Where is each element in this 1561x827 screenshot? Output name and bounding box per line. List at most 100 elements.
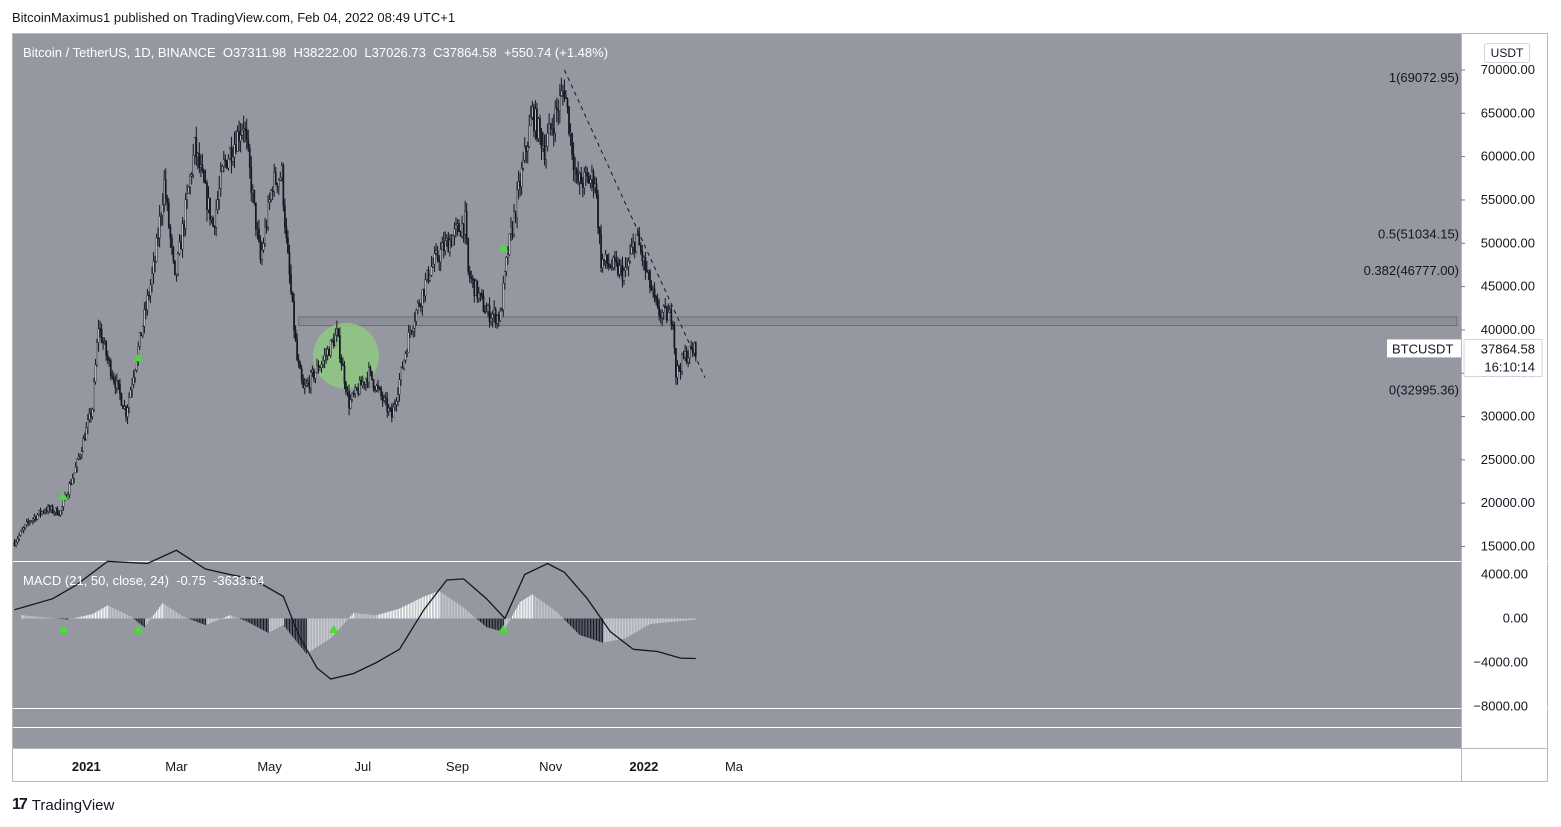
candle-body <box>48 506 51 511</box>
candle-body <box>577 173 580 183</box>
candle-body <box>210 217 213 220</box>
candle-body <box>169 226 172 238</box>
symbol-title[interactable]: Bitcoin / TetherUS, 1D, BINANCE <box>23 45 216 60</box>
candle-body <box>311 369 314 373</box>
candle-body <box>583 171 586 188</box>
candle-body <box>161 204 164 216</box>
candle-body <box>687 357 690 363</box>
candle-body <box>439 249 442 263</box>
candle-body <box>392 406 395 418</box>
candle-body <box>467 238 470 272</box>
change-value: +550.74 (+1.48%) <box>503 45 609 60</box>
candle-body <box>255 202 257 230</box>
currency-button[interactable]: USDT <box>1484 43 1530 63</box>
candle-body <box>196 153 199 158</box>
time-tick-label: Sep <box>446 759 469 774</box>
candle-body <box>277 179 280 187</box>
highlight-circle <box>312 322 379 389</box>
candle-body <box>442 242 445 252</box>
candle-body <box>390 408 393 418</box>
candle-body <box>435 250 437 254</box>
fib-level-label: 0.382(46777.00) <box>1364 263 1459 278</box>
candle-body <box>522 160 525 169</box>
candle-body <box>694 342 697 357</box>
candle-body <box>452 235 454 246</box>
candle-body <box>684 350 686 358</box>
candle-body <box>549 123 552 129</box>
candle-body <box>566 98 569 107</box>
candle-body <box>609 265 612 269</box>
tradingview-logo[interactable]: 17 TradingView <box>12 796 114 814</box>
candle-body <box>322 359 324 365</box>
candle-body <box>656 300 659 307</box>
candle-body <box>160 215 163 217</box>
candle-body <box>400 366 402 381</box>
candle-body <box>649 270 651 288</box>
candles <box>13 77 697 548</box>
candle-body <box>528 125 531 147</box>
candle-body <box>641 251 644 262</box>
candle-body <box>394 404 396 408</box>
candle-body <box>409 330 411 333</box>
candle-body <box>513 211 515 235</box>
candle-body <box>88 412 91 420</box>
buy-marker <box>133 353 144 362</box>
candle-body <box>539 118 541 132</box>
candle-body <box>468 271 471 278</box>
candle-body <box>357 389 360 395</box>
candle-body <box>297 359 300 364</box>
candle-body <box>300 368 303 380</box>
candle-body <box>271 190 274 193</box>
candle-body <box>27 521 30 523</box>
candle-body <box>381 395 384 401</box>
candle-body <box>206 182 208 210</box>
candle-body <box>258 228 260 241</box>
candle-body <box>429 274 431 281</box>
candle-body <box>647 270 650 273</box>
candle-body <box>73 472 75 479</box>
candle-body <box>241 129 243 136</box>
candle-body <box>61 506 63 512</box>
candle-body <box>308 381 311 389</box>
candle-body <box>280 165 283 178</box>
candle-body <box>167 202 170 228</box>
candle-body <box>70 483 72 485</box>
candle-body <box>568 106 570 135</box>
candle-body <box>248 147 251 168</box>
candle-body <box>691 348 694 354</box>
fib-level-label: 0(32995.36) <box>1389 383 1459 398</box>
candle-body <box>274 171 277 184</box>
candle-body <box>335 328 338 336</box>
candle-body <box>398 379 401 395</box>
candle-body <box>290 274 292 293</box>
candle-body <box>378 387 381 389</box>
candle-body <box>546 132 549 147</box>
candle-body <box>97 328 100 343</box>
candle-body <box>284 205 286 228</box>
candle-body <box>187 186 190 194</box>
candle-body <box>57 514 60 516</box>
candle-body <box>623 270 625 281</box>
candle-body <box>384 397 387 400</box>
candle-body <box>572 154 575 171</box>
macd-title[interactable]: MACD (21, 50, close, 24) <box>23 573 169 588</box>
candle-body <box>331 339 334 342</box>
candle-body <box>112 377 115 382</box>
candle-body <box>361 381 364 386</box>
candle-body <box>186 192 188 200</box>
candle-body <box>482 295 485 312</box>
candle-body <box>288 252 291 275</box>
macd-line-value: -3633.64 <box>213 573 265 588</box>
price-tick-label: 55000.00 <box>1481 192 1535 207</box>
candle-body <box>129 389 132 398</box>
candle-body <box>163 179 166 206</box>
candle-body <box>427 269 430 281</box>
candle-body <box>238 131 240 141</box>
candle-body <box>630 246 633 255</box>
candle-body <box>109 360 112 377</box>
candle-body <box>574 169 576 171</box>
candle-body <box>166 197 169 203</box>
candle-body <box>458 223 460 233</box>
candle-body <box>646 269 648 273</box>
